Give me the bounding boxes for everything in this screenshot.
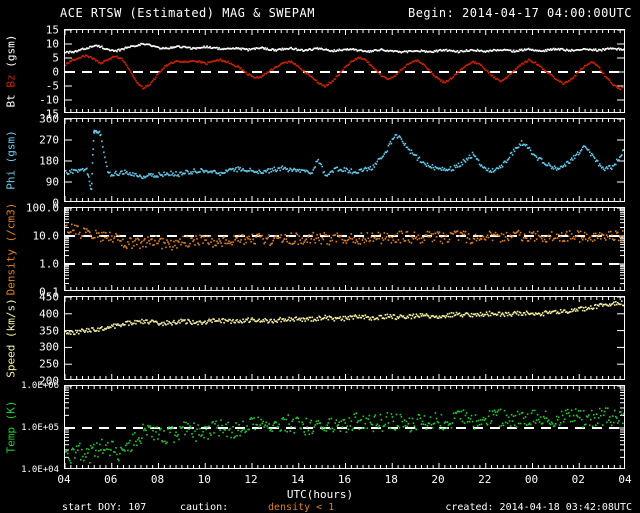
caution-density-value: density < 1 — [268, 502, 334, 513]
y-tick-label: 1.0E+05 — [21, 423, 62, 433]
x-tick-label: 14 — [291, 473, 304, 486]
y-tick-label: -5 — [46, 80, 62, 93]
y-tick-label: 10 — [46, 38, 62, 51]
y-tick-label: -10 — [39, 94, 62, 107]
x-tick-label: 18 — [385, 473, 398, 486]
begin-time-label: Begin: 2014-04-17 04:00:00UTC — [408, 6, 632, 20]
density-panel — [64, 207, 625, 291]
bt-bz-panel — [64, 29, 625, 113]
x-tick-label: 22 — [478, 473, 491, 486]
y-tick-label: 250 — [39, 358, 62, 371]
page-title: ACE RTSW (Estimated) MAG & SWEPAM — [60, 6, 315, 20]
start-doy-label: start DOY: 107 — [62, 502, 146, 513]
x-tick-label: 12 — [244, 473, 257, 486]
y-tick-label: 300 — [39, 341, 62, 354]
y-axis-title-part: Bt — [5, 88, 18, 108]
phi-panel-canvas — [65, 119, 624, 201]
y-tick-label: 450 — [39, 291, 62, 304]
temp-panel-canvas — [65, 386, 624, 468]
x-tick-label: 10 — [198, 473, 211, 486]
speed-panel-canvas — [65, 297, 624, 379]
x-tick-label: 20 — [431, 473, 444, 486]
y-tick-label: 1.0E+04 — [21, 465, 62, 475]
y-axis-title-part: Bz — [5, 68, 18, 88]
temp-panel — [64, 385, 625, 469]
y-tick-label: 400 — [39, 307, 62, 320]
density-panel-canvas — [65, 208, 624, 290]
y-tick-label: 5 — [52, 52, 62, 65]
x-tick-label: 00 — [525, 473, 538, 486]
y-tick-label: 1.0 — [39, 258, 62, 271]
x-tick-label: 16 — [338, 473, 351, 486]
x-tick-label: 08 — [151, 473, 164, 486]
y-tick-label: 360 — [39, 113, 62, 126]
y-tick-label: 15 — [46, 24, 62, 37]
y-tick-label: 0 — [52, 66, 62, 79]
y-tick-label: 350 — [39, 324, 62, 337]
x-axis-title: UTC(hours) — [0, 488, 640, 501]
y-tick-label: 270 — [39, 134, 62, 147]
caution-label: caution: — [180, 502, 228, 513]
y-tick-label: 180 — [39, 155, 62, 168]
y-tick-label: 1.0E+06 — [21, 381, 62, 391]
y-tick-label: 10.0 — [33, 230, 63, 243]
y-tick-label: 90 — [46, 176, 62, 189]
x-tick-label: 04 — [618, 473, 631, 486]
x-tick-label: 02 — [572, 473, 585, 486]
y-tick-label: 100.0 — [26, 202, 62, 215]
x-tick-label: 06 — [104, 473, 117, 486]
speed-panel — [64, 296, 625, 380]
header: ACE RTSW (Estimated) MAG & SWEPAM Begin:… — [0, 6, 640, 22]
y-axis-title-part: (gsm) — [5, 35, 18, 68]
bt-bz-panel-canvas — [65, 30, 624, 112]
created-timestamp: created: 2014-04-18 03:42:08UTC — [445, 502, 632, 513]
phi-panel — [64, 118, 625, 202]
